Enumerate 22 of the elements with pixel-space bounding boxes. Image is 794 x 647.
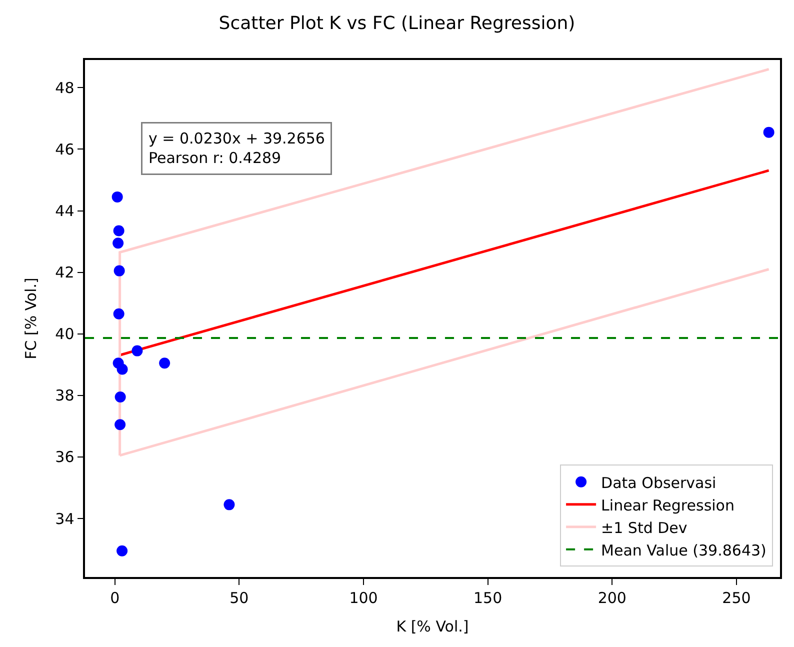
- x-tick-label: 150: [474, 588, 502, 607]
- x-tick-label: 200: [598, 588, 626, 607]
- y-tick-label: 34: [55, 510, 74, 528]
- legend-label: Data Observasi: [601, 474, 716, 492]
- x-tick-label: 50: [230, 588, 249, 607]
- x-tick-label: 250: [722, 588, 751, 607]
- legend-label: ±1 Std Dev: [601, 518, 688, 537]
- y-tick-label: 38: [55, 386, 74, 405]
- chart-title: Scatter Plot K vs FC (Linear Regression): [218, 12, 576, 34]
- y-tick-label: 46: [55, 140, 74, 158]
- x-axis-title: K [% Vol.]: [396, 617, 469, 636]
- y-tick-label: 40: [55, 325, 74, 344]
- y-tick-label: 44: [55, 202, 74, 220]
- y-tick-label: 48: [55, 78, 74, 97]
- annotation: y = 0.0230x + 39.2656 Pearson r: 0.4289: [148, 130, 325, 167]
- x-tick-label: 0: [110, 588, 120, 607]
- y-tick-label: 42: [55, 264, 74, 282]
- x-tick-label: 100: [349, 588, 378, 607]
- y-tick-label: 36: [55, 448, 74, 466]
- legend-label: Mean Value (39.8643): [601, 541, 766, 560]
- y-axis-title: FC [% Vol.]: [22, 278, 40, 360]
- legend-label: Linear Regression: [601, 496, 734, 514]
